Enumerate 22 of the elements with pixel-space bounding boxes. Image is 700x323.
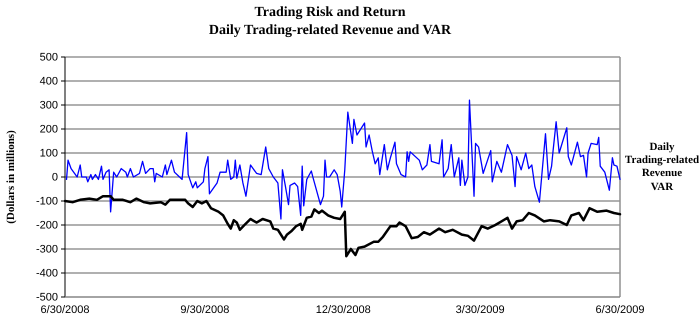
chart-title: Trading Risk and Return	[254, 5, 406, 20]
x-tick-label: 9/30/2008	[180, 304, 230, 316]
y-tick-label: -400	[36, 268, 58, 280]
x-tick-label: 6/30/2009	[596, 304, 644, 316]
y-tick-label: 200	[40, 124, 58, 136]
line-series	[66, 100, 621, 220]
x-tick-label: 3/30/2009	[456, 304, 505, 316]
y-tick-label: 0	[52, 172, 58, 184]
text: VAR	[650, 181, 674, 193]
y-tick-label: -100	[36, 196, 58, 208]
y-tick-label: -200	[36, 220, 58, 232]
y-tick-label: -500	[36, 292, 58, 304]
y-tick-label: 500	[40, 52, 58, 64]
chart-subtitle: Daily Trading-related Revenue and VAR	[208, 23, 452, 38]
series-label: Daily Trading-related Revenue	[624, 141, 700, 179]
y-axis-title: (Dollars in millions)	[5, 130, 17, 224]
y-tick-label: 400	[40, 76, 58, 88]
x-tick-label: 12/30/2008	[316, 304, 371, 316]
y-tick-label: -300	[36, 244, 58, 256]
y-tick-label: 100	[40, 148, 58, 160]
y-tick-label: 300	[40, 100, 58, 112]
x-tick-label: 6/30/2008	[40, 304, 90, 316]
